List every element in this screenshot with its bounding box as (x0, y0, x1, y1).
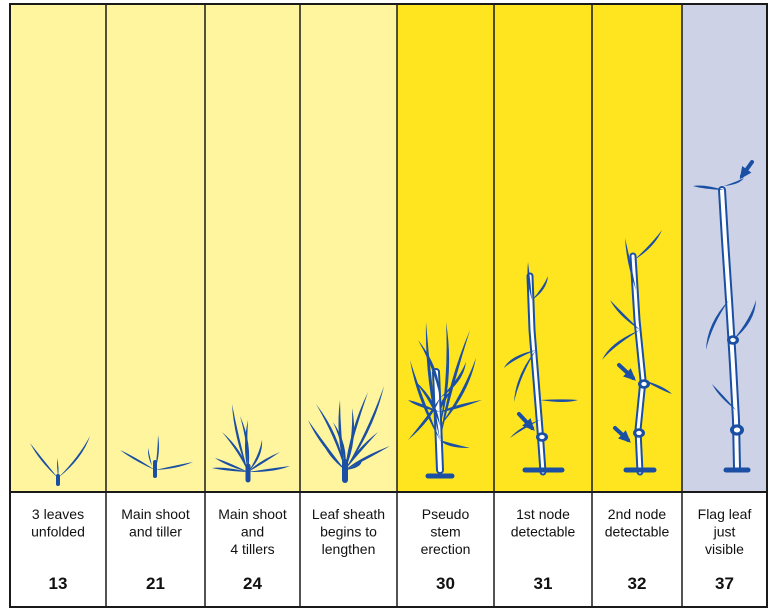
stage-band-3 (205, 4, 300, 492)
stage-code: 21 (146, 574, 165, 593)
plant-21-icon (120, 435, 193, 478)
stage-label-line: 3 leaves (32, 506, 84, 522)
stage-label-line: and tiller (129, 524, 182, 540)
stage-label-group-1: 3 leaves unfolded 13 (31, 506, 85, 593)
stage-label-line: 4 tillers (230, 541, 274, 557)
stage-label-line: 2nd node (608, 506, 667, 522)
stage-label-group-2: Main shoot and tiller 21 (121, 506, 190, 593)
stage-label-line: Leaf sheath (312, 506, 385, 522)
stage-label-line: Main shoot (121, 506, 190, 522)
diagram-frame (9, 3, 768, 608)
stage-label-line: stem (430, 524, 460, 540)
stage-code: 37 (715, 574, 734, 593)
stage-band-1 (10, 4, 106, 492)
stage-label-line: detectable (511, 524, 576, 540)
stage-code: 24 (243, 574, 262, 593)
stage-label-group-6: 1st node detectable 31 (511, 506, 576, 593)
stage-code: 31 (534, 574, 553, 593)
stage-backgrounds (10, 4, 767, 492)
stage-label-line: Pseudo (422, 506, 470, 522)
plant-30-icon (408, 322, 482, 479)
plant-24-icon (212, 404, 290, 483)
stage-label-group-7: 2nd node detectable 32 (605, 506, 670, 593)
stage-label-line: Flag leaf (698, 506, 752, 522)
stage-label-line: begins to (320, 524, 377, 540)
stage-label-line: erection (421, 541, 471, 557)
stage-label-line: just (713, 524, 736, 540)
stage-code: 13 (49, 574, 68, 593)
plant-32-icon (602, 230, 672, 476)
stage-label-line: lengthen (322, 541, 376, 557)
stage-code: 32 (628, 574, 647, 593)
outer-border (9, 3, 768, 608)
stage-band-4 (300, 4, 397, 492)
stage-label-line: visible (705, 541, 744, 557)
stage-labels: 3 leaves unfolded 13 Main shoot and tiller 21… (31, 506, 751, 593)
stage-label-line: Main shoot (218, 506, 287, 522)
stage-code: 30 (436, 574, 455, 593)
stage-label-line: unfolded (31, 524, 85, 540)
stage-label-line: and (241, 524, 264, 540)
plant-leaf-sheath-icon (308, 386, 390, 483)
plant-31-icon (504, 262, 578, 476)
plant-13-icon (30, 436, 90, 486)
plant-37-icon (693, 160, 756, 473)
stage-label-line: 1st node (516, 506, 570, 522)
plant-illustrations (30, 160, 756, 486)
stage-band-6 (494, 4, 592, 492)
stage-band-2 (106, 4, 205, 492)
stage-label-line: detectable (605, 524, 670, 540)
